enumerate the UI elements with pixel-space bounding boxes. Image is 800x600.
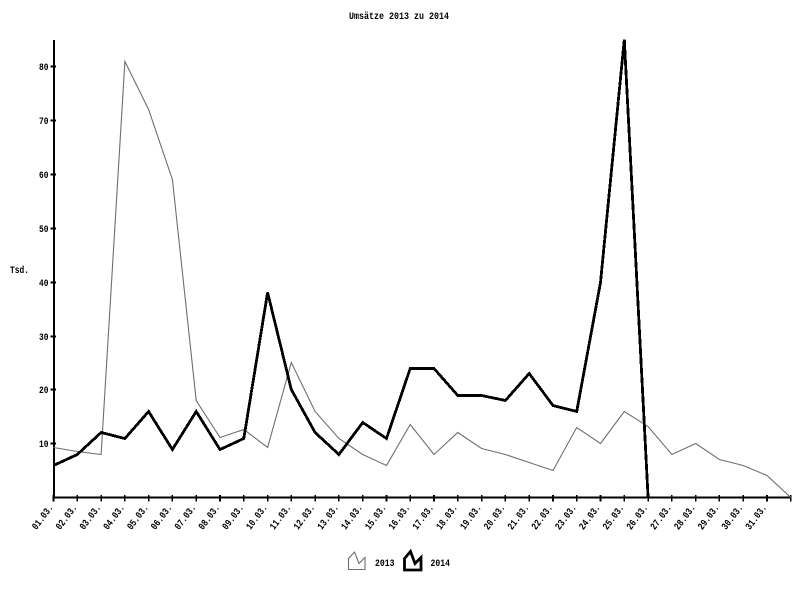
svg-text:50: 50 <box>39 225 49 236</box>
svg-text:80: 80 <box>39 63 49 74</box>
svg-text:40: 40 <box>39 279 49 290</box>
svg-text:Tsd.: Tsd. <box>10 265 29 277</box>
svg-text:70: 70 <box>39 117 49 128</box>
svg-text:30: 30 <box>39 333 49 344</box>
svg-text:10: 10 <box>39 440 49 451</box>
svg-text:2013: 2013 <box>375 559 395 570</box>
svg-text:2014: 2014 <box>431 559 451 570</box>
svg-text:60: 60 <box>39 171 49 182</box>
svg-text:Umsätze 2013 zu 2014: Umsätze 2013 zu 2014 <box>349 11 449 23</box>
svg-text:20: 20 <box>39 386 49 397</box>
